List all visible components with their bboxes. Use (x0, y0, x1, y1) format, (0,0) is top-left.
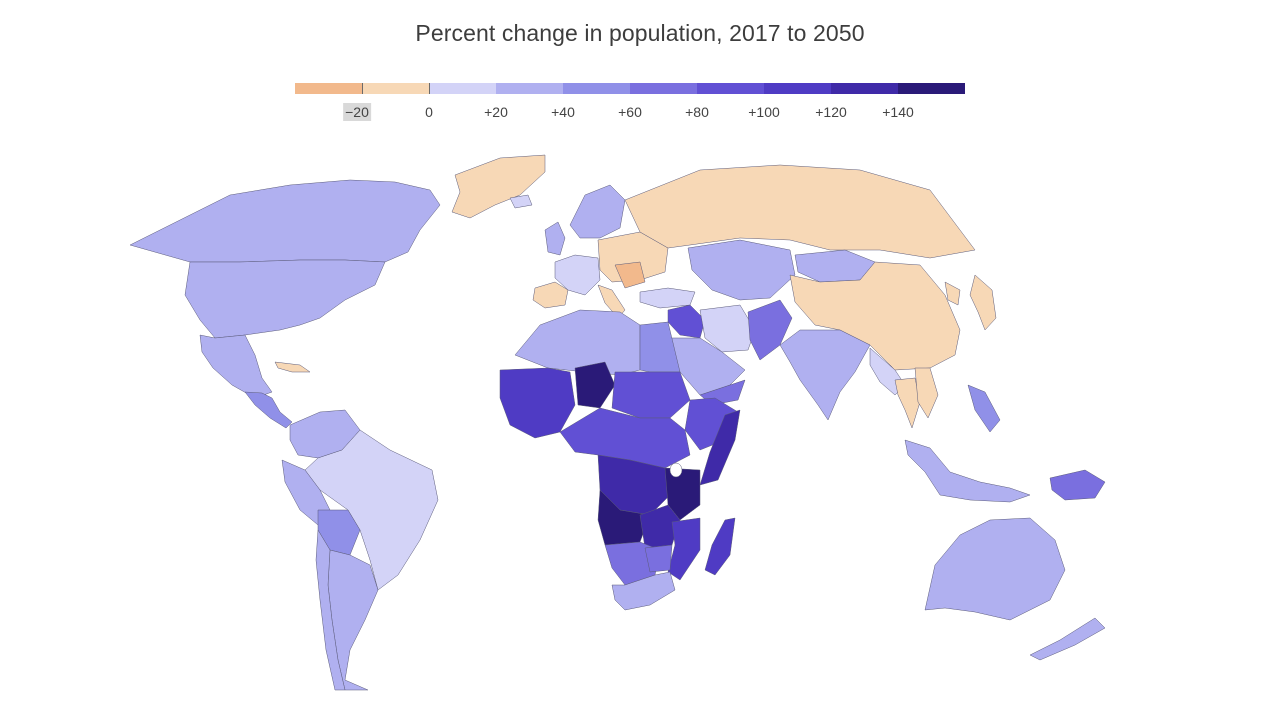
region-china (789, 261, 961, 371)
region-russia (624, 164, 976, 259)
chart-title: Percent change in population, 2017 to 20… (415, 20, 865, 46)
region-west-africa (499, 367, 576, 439)
legend-label-80: +80 (685, 104, 709, 120)
legend-bin-5 (563, 83, 630, 94)
region-tanzania (664, 467, 701, 521)
region-central-america (244, 391, 293, 429)
region-western-europe (554, 254, 601, 296)
region-new-zealand (1029, 617, 1106, 661)
legend-label-120: +120 (815, 104, 847, 120)
region-turkey (639, 287, 696, 309)
region-vietnam (914, 367, 939, 419)
region-philippines (967, 384, 1001, 433)
region-mozambique (667, 517, 701, 581)
region-united-states (184, 259, 386, 339)
region-scandinavia (569, 184, 626, 239)
region-canada (129, 179, 441, 263)
region-south-africa (611, 571, 676, 611)
region-uk-ireland (544, 221, 566, 256)
legend-bin-2 (362, 83, 429, 94)
legend-label-0: 0 (425, 104, 433, 120)
region-central-africa (559, 407, 691, 469)
region-niger (574, 361, 616, 409)
region-cuba (274, 361, 311, 373)
region-saudi-arabia (667, 337, 746, 396)
region-australia (924, 517, 1066, 621)
legend-bin-6 (630, 83, 697, 94)
legend-bin-3 (429, 83, 496, 94)
legend-label-100: +100 (748, 104, 780, 120)
region-iraq-syria (667, 304, 706, 339)
legend-label-60: +60 (618, 104, 642, 120)
region-chile (315, 529, 346, 691)
region-north-africa (514, 309, 641, 376)
world-choropleth-map (129, 154, 1106, 691)
legend-bin-9 (831, 83, 898, 94)
region-sahel (611, 371, 691, 419)
legend-label-neg20: −20 (343, 103, 371, 121)
region-papua-new-guinea (1049, 469, 1106, 501)
legend-label-20: +20 (484, 104, 508, 120)
region-mexico (199, 334, 273, 399)
legend-bin-10 (898, 83, 965, 94)
region-iberia (532, 281, 569, 309)
region-greenland (451, 154, 546, 219)
region-iran (699, 304, 756, 353)
region-indonesia (904, 439, 1031, 503)
region-kazakhstan-central-asia (687, 239, 796, 301)
region-somalia (699, 409, 741, 486)
legend-bin-1 (295, 83, 362, 94)
legend-bin-7 (697, 83, 764, 94)
region-brazil (304, 429, 439, 591)
region-romania-bulgaria (614, 261, 646, 289)
legend-label-40: +40 (551, 104, 575, 120)
region-egypt (639, 321, 681, 373)
region-korea (944, 281, 961, 306)
legend-bin-4 (496, 83, 563, 94)
legend-bin-8 (764, 83, 831, 94)
region-india (779, 329, 871, 421)
legend-label-140: +140 (882, 104, 914, 120)
legend-color-scale (295, 83, 965, 94)
region-madagascar (704, 517, 736, 576)
region-iceland (509, 194, 533, 209)
region-japan (969, 274, 997, 331)
legend-tick (362, 83, 363, 94)
region-zimbabwe (644, 544, 673, 573)
color-legend: −20 0 +20 +40 +60 +80 +100 +120 +140 (295, 83, 965, 123)
legend-tick (429, 83, 430, 94)
lake-victoria (669, 462, 683, 478)
region-thailand (894, 377, 921, 429)
